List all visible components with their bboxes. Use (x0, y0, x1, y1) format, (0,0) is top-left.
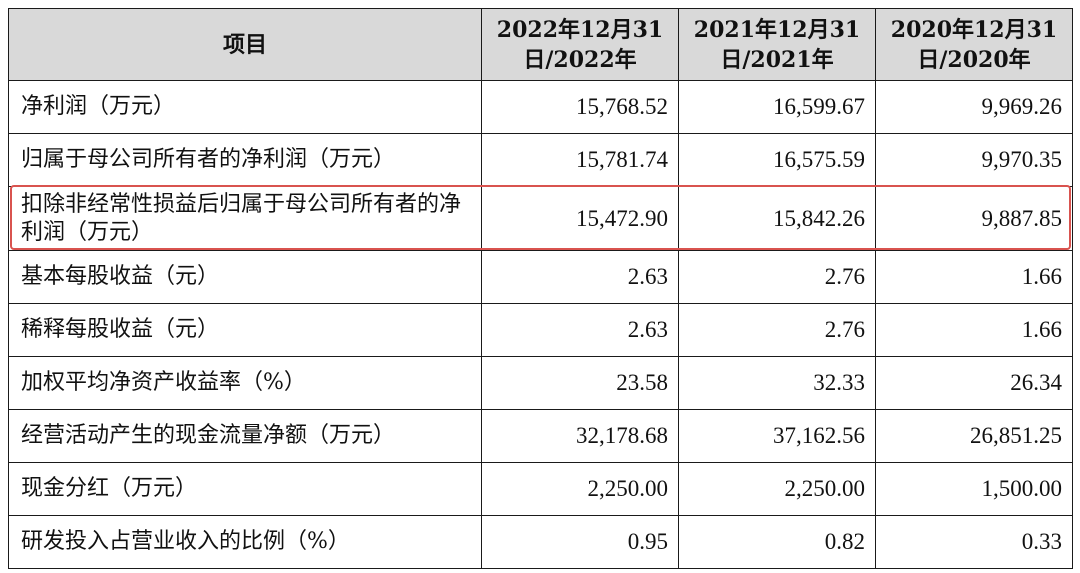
value-2022: 2.63 (481, 250, 679, 304)
value-2020: 1.66 (875, 303, 1073, 357)
value-2022: 2.63 (481, 303, 679, 357)
value-2022: 32,178.68 (481, 409, 679, 463)
header-item-label: 项目 (222, 31, 267, 58)
table-row-highlighted: 扣除非经常性损益后归属于母公司所有者的净利润（万元） 15,472.90 15,… (8, 186, 1073, 251)
value-2020: 9,970.35 (875, 133, 1073, 187)
table-body: 净利润（万元） 15,768.52 16,599.67 9,969.26 归属于… (8, 80, 1073, 569)
value-2022: 15,472.90 (481, 186, 679, 251)
row-label: 研发投入占营业收入的比例（%） (8, 515, 482, 569)
header-2021-line1: 2021年12月31 (693, 16, 861, 43)
row-label: 现金分红（万元） (8, 462, 482, 516)
table-row: 加权平均净资产收益率（%） 23.58 32.33 26.34 (8, 356, 1073, 410)
table-row: 净利润（万元） 15,768.52 16,599.67 9,969.26 (8, 80, 1073, 134)
table-row: 稀释每股收益（元） 2.63 2.76 1.66 (8, 303, 1073, 357)
value-2020: 1.66 (875, 250, 1073, 304)
header-2020-line2: 日/2020年 (917, 46, 1031, 73)
table-row: 基本每股收益（元） 2.63 2.76 1.66 (8, 250, 1073, 304)
value-2022: 23.58 (481, 356, 679, 410)
value-2021: 15,842.26 (678, 186, 876, 251)
value-2022: 15,781.74 (481, 133, 679, 187)
value-2020: 1,500.00 (875, 462, 1073, 516)
value-2020: 9,969.26 (875, 80, 1073, 134)
header-2022-line1: 2022年12月31 (496, 16, 664, 43)
table-row: 经营活动产生的现金流量净额（万元） 32,178.68 37,162.56 26… (8, 409, 1073, 463)
row-label: 净利润（万元） (8, 80, 482, 134)
header-2021-line2: 日/2021年 (720, 46, 834, 73)
header-2020-line1: 2020年12月31 (890, 16, 1058, 43)
value-2022: 2,250.00 (481, 462, 679, 516)
row-label: 扣除非经常性损益后归属于母公司所有者的净利润（万元） (8, 186, 482, 251)
row-label: 稀释每股收益（元） (8, 303, 482, 357)
value-2020: 9,887.85 (875, 186, 1073, 251)
header-2022: 2022年12月31 日/2022年 (481, 8, 679, 81)
financial-indicators-table: 项目 2022年12月31 日/2022年 2021年12月31 日/2021年… (8, 8, 1073, 569)
header-2022-line2: 日/2022年 (523, 46, 637, 73)
value-2021: 16,575.59 (678, 133, 876, 187)
row-label: 基本每股收益（元） (8, 250, 482, 304)
row-label: 加权平均净资产收益率（%） (8, 356, 482, 410)
value-2021: 2.76 (678, 250, 876, 304)
value-2022: 15,768.52 (481, 80, 679, 134)
value-2021: 16,599.67 (678, 80, 876, 134)
value-2020: 26.34 (875, 356, 1073, 410)
table-row: 现金分红（万元） 2,250.00 2,250.00 1,500.00 (8, 462, 1073, 516)
value-2021: 2,250.00 (678, 462, 876, 516)
header-item: 项目 (8, 8, 482, 81)
header-2020: 2020年12月31 日/2020年 (875, 8, 1073, 81)
value-2021: 2.76 (678, 303, 876, 357)
row-label: 经营活动产生的现金流量净额（万元） (8, 409, 482, 463)
header-2021: 2021年12月31 日/2021年 (678, 8, 876, 81)
table-header: 项目 2022年12月31 日/2022年 2021年12月31 日/2021年… (8, 8, 1073, 81)
value-2020: 26,851.25 (875, 409, 1073, 463)
header-row: 项目 2022年12月31 日/2022年 2021年12月31 日/2021年… (8, 8, 1073, 81)
table-row: 研发投入占营业收入的比例（%） 0.95 0.82 0.33 (8, 515, 1073, 569)
value-2020: 0.33 (875, 515, 1073, 569)
table-row: 归属于母公司所有者的净利润（万元） 15,781.74 16,575.59 9,… (8, 133, 1073, 187)
value-2022: 0.95 (481, 515, 679, 569)
value-2021: 0.82 (678, 515, 876, 569)
value-2021: 37,162.56 (678, 409, 876, 463)
row-label: 归属于母公司所有者的净利润（万元） (8, 133, 482, 187)
value-2021: 32.33 (678, 356, 876, 410)
